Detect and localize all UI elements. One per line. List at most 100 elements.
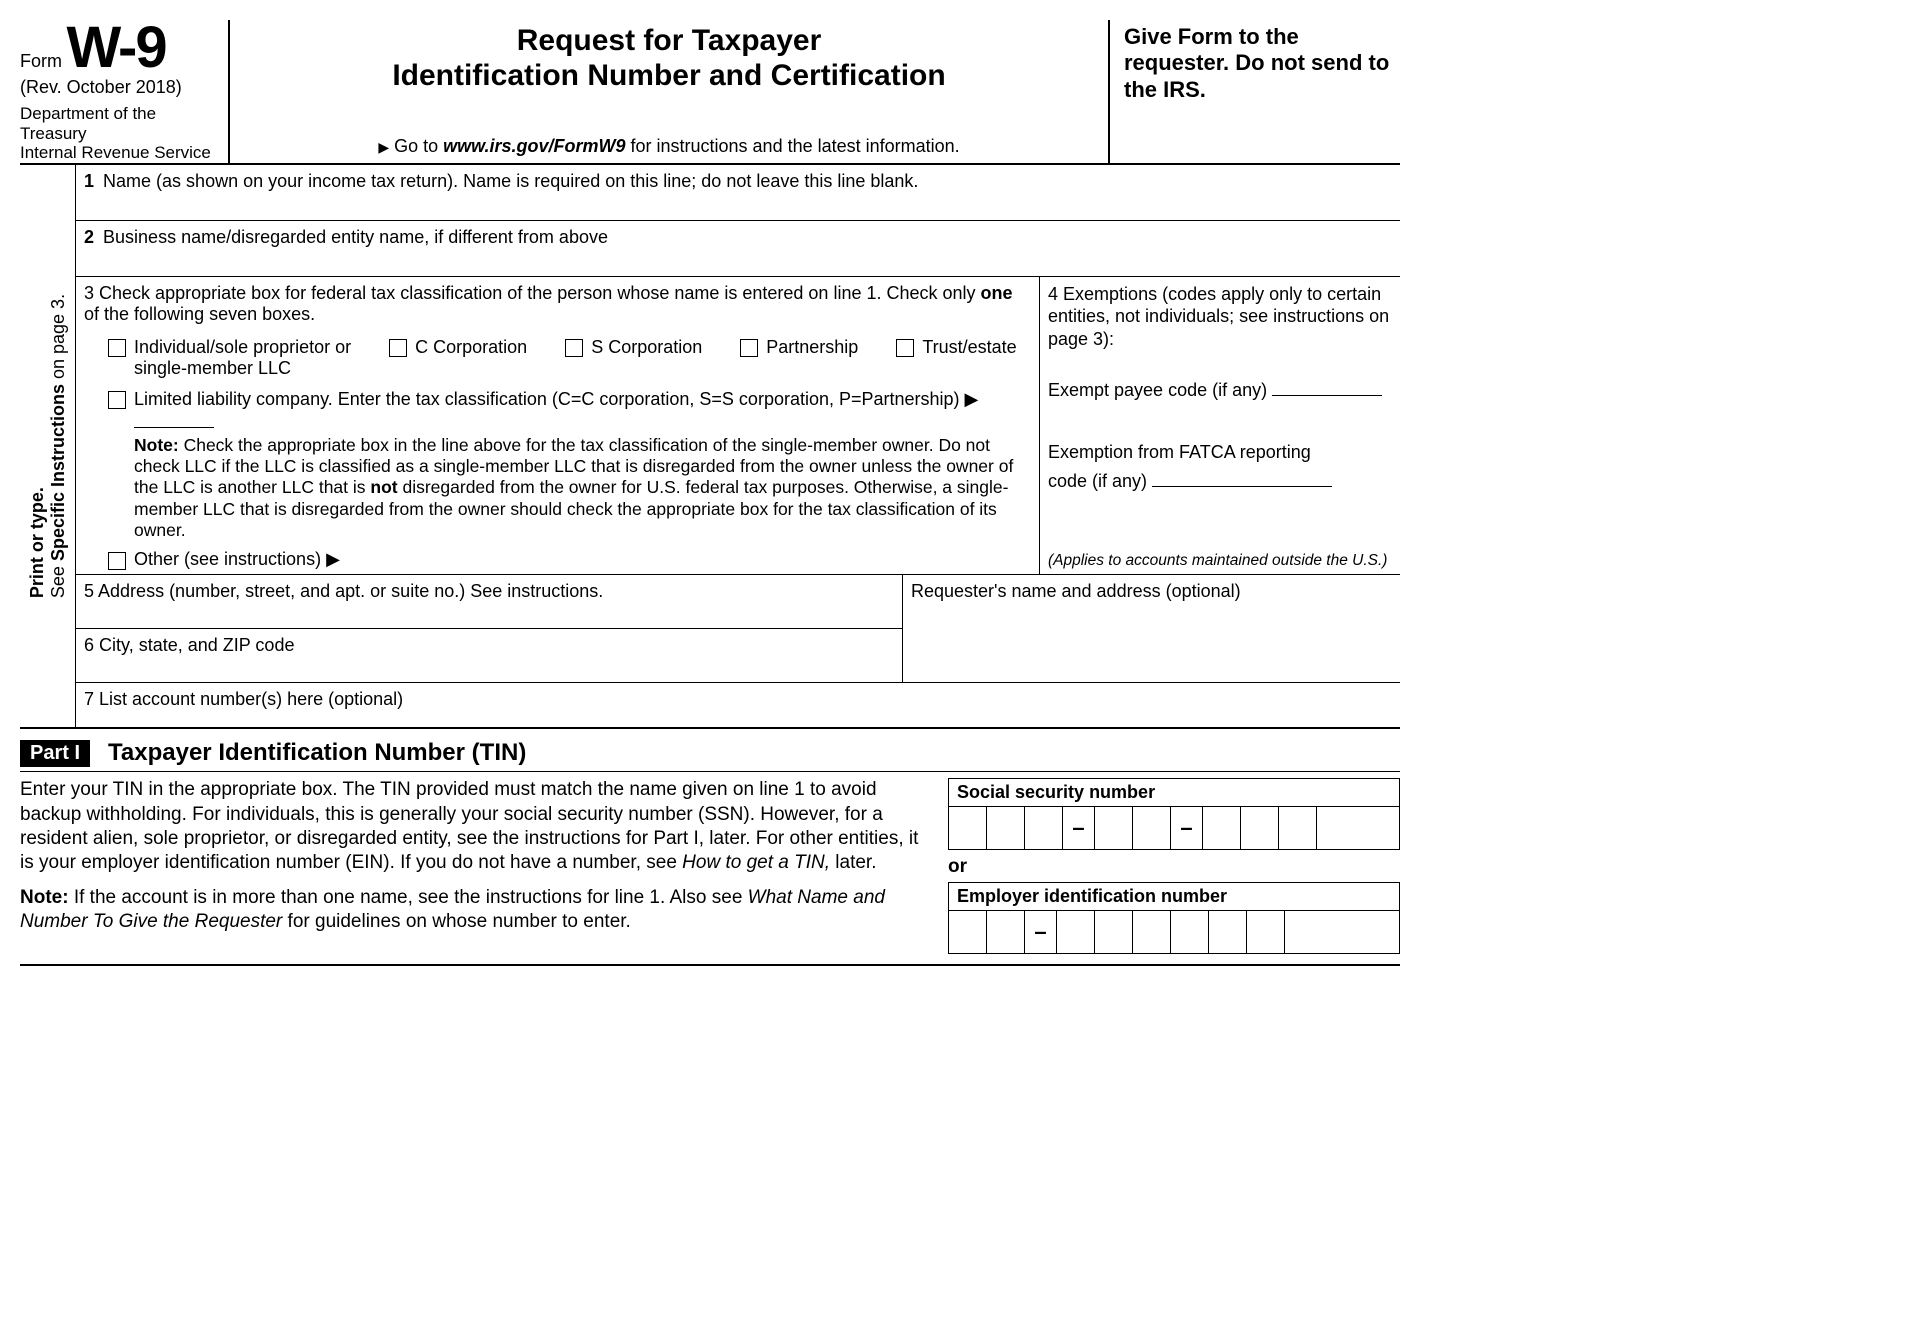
line-3-4-wrap: 3 Check appropriate box for federal tax … bbox=[76, 277, 1400, 576]
tin-boxes: Social security number – – or Employer i… bbox=[948, 778, 1400, 954]
cb-individual-label: Individual/sole proprietor or single-mem… bbox=[134, 337, 351, 379]
ein-label: Employer identification number bbox=[948, 882, 1400, 910]
exempt-payee-label: Exempt payee code (if any) bbox=[1048, 380, 1267, 400]
tin-p2-a: If the account is in more than one name,… bbox=[69, 887, 748, 908]
part1-title: Taxpayer Identification Number (TIN) bbox=[108, 739, 526, 767]
line-6-num: 6 bbox=[84, 635, 94, 655]
form-header: Form W-9 (Rev. October 2018) Department … bbox=[20, 20, 1400, 165]
checkbox-icon[interactable] bbox=[565, 339, 583, 357]
tin-p1-b: later. bbox=[830, 852, 876, 873]
header-center: Request for Taxpayer Identification Numb… bbox=[230, 20, 1110, 163]
ssn-digit[interactable] bbox=[1133, 807, 1171, 849]
checkbox-icon[interactable] bbox=[896, 339, 914, 357]
cb-s-corp[interactable]: S Corporation bbox=[565, 337, 702, 358]
tin-instructions: Enter your TIN in the appropriate box. T… bbox=[20, 778, 948, 954]
ssn-digit[interactable] bbox=[1203, 807, 1241, 849]
line-3-intro-a: Check appropriate box for federal tax cl… bbox=[99, 283, 981, 303]
part1-header: Part I Taxpayer Identification Number (T… bbox=[20, 739, 1400, 767]
line-4-num: 4 bbox=[1048, 284, 1058, 304]
line-2[interactable]: 2 Business name/disregarded entity name,… bbox=[76, 221, 1400, 277]
llc-classification-input[interactable] bbox=[134, 410, 214, 428]
ein-digit[interactable] bbox=[1057, 911, 1095, 953]
give-form-notice: Give Form to the requester. Do not send … bbox=[1124, 24, 1400, 103]
ssn-digit[interactable] bbox=[1317, 807, 1355, 849]
goto-line: ▶ Go to www.irs.gov/FormW9 for instructi… bbox=[240, 136, 1098, 157]
ssn-digit[interactable] bbox=[987, 807, 1025, 849]
cb-individual[interactable]: Individual/sole proprietor or single-mem… bbox=[108, 337, 351, 379]
line-3-num: 3 bbox=[84, 283, 94, 303]
form-label: Form bbox=[20, 51, 62, 71]
ein-digit[interactable] bbox=[1209, 911, 1247, 953]
line-6-label: City, state, and ZIP code bbox=[99, 635, 294, 655]
tin-note-label: Note: bbox=[20, 887, 69, 908]
ssn-digit[interactable] bbox=[1025, 807, 1063, 849]
address-left: 5 Address (number, street, and apt. or s… bbox=[76, 575, 902, 683]
cb-individual-a: Individual/sole proprietor or bbox=[134, 337, 351, 358]
line-3-intro-b: of the following seven boxes. bbox=[84, 304, 315, 324]
requester-box[interactable]: Requester's name and address (optional) bbox=[902, 575, 1400, 683]
specific-instructions: Specific Instructions bbox=[48, 384, 68, 561]
line-2-num: 2 bbox=[84, 227, 94, 247]
checkbox-icon[interactable] bbox=[389, 339, 407, 357]
tin-p1-italic: How to get a TIN, bbox=[682, 852, 830, 873]
ssn-digit[interactable] bbox=[949, 807, 987, 849]
dash-icon: – bbox=[1025, 911, 1057, 953]
ein-digit[interactable] bbox=[1247, 911, 1285, 953]
side-rail-text: Print or type. See Specific Instructions… bbox=[27, 294, 69, 598]
ssn-digit[interactable] bbox=[1241, 807, 1279, 849]
ein-digit[interactable] bbox=[1133, 911, 1171, 953]
requester-label: Requester's name and address (optional) bbox=[911, 581, 1241, 601]
line-4: 4 Exemptions (codes apply only to certai… bbox=[1040, 277, 1400, 575]
header-left: Form W-9 (Rev. October 2018) Department … bbox=[20, 20, 230, 163]
or-text: or bbox=[948, 856, 1400, 878]
fatca-code-input[interactable] bbox=[1152, 469, 1332, 487]
cb-individual-b: single-member LLC bbox=[134, 358, 351, 379]
checkbox-icon[interactable] bbox=[740, 339, 758, 357]
cb-c-corp[interactable]: C Corporation bbox=[389, 337, 527, 358]
cb-other-label: Other (see instructions) ▶ bbox=[134, 549, 340, 570]
ein-boxes[interactable]: – bbox=[948, 910, 1400, 954]
exempt-payee-input[interactable] bbox=[1272, 378, 1382, 396]
see-suffix: on page 3. bbox=[48, 294, 68, 384]
main-grid: Print or type. See Specific Instructions… bbox=[20, 165, 1400, 730]
ein-digit[interactable] bbox=[1171, 911, 1209, 953]
cb-s-corp-label: S Corporation bbox=[591, 337, 702, 358]
cb-llc[interactable]: Limited liability company. Enter the tax… bbox=[84, 389, 1031, 433]
cb-trust[interactable]: Trust/estate bbox=[896, 337, 1016, 358]
ssn-digit[interactable] bbox=[1095, 807, 1133, 849]
line-1-label: Name (as shown on your income tax return… bbox=[103, 171, 918, 191]
address-wrap: 5 Address (number, street, and apt. or s… bbox=[76, 575, 1400, 683]
revision-date: (Rev. October 2018) bbox=[20, 77, 220, 98]
checkbox-icon[interactable] bbox=[108, 552, 126, 570]
side-rail: Print or type. See Specific Instructions… bbox=[20, 165, 76, 728]
print-or-type: Print or type. bbox=[27, 487, 47, 598]
department-lines: Department of the Treasury Internal Reve… bbox=[20, 104, 220, 163]
ein-digit[interactable] bbox=[987, 911, 1025, 953]
tin-p2-b: for guidelines on whose number to enter. bbox=[282, 911, 631, 932]
ein-digit[interactable] bbox=[949, 911, 987, 953]
checkbox-icon[interactable] bbox=[108, 339, 126, 357]
header-right: Give Form to the requester. Do not send … bbox=[1110, 20, 1400, 163]
cb-other[interactable]: Other (see instructions) ▶ bbox=[108, 549, 1031, 570]
dash-icon: – bbox=[1063, 807, 1095, 849]
dept-line1: Department of the Treasury bbox=[20, 104, 220, 143]
classification-checkboxes: Individual/sole proprietor or single-mem… bbox=[108, 337, 1031, 379]
dept-line2: Internal Revenue Service bbox=[20, 143, 220, 163]
ein-digit[interactable] bbox=[1095, 911, 1133, 953]
cb-partnership-label: Partnership bbox=[766, 337, 858, 358]
line-1[interactable]: 1 Name (as shown on your income tax retu… bbox=[76, 165, 1400, 221]
checkbox-icon[interactable] bbox=[108, 391, 126, 409]
llc-note: Note: Check the appropriate box in the l… bbox=[134, 435, 1031, 542]
ssn-boxes[interactable]: – – bbox=[948, 806, 1400, 850]
goto-suffix: for instructions and the latest informat… bbox=[626, 136, 960, 156]
cb-partnership[interactable]: Partnership bbox=[740, 337, 858, 358]
ein-digit[interactable] bbox=[1285, 911, 1323, 953]
cb-trust-label: Trust/estate bbox=[922, 337, 1016, 358]
ssn-digit[interactable] bbox=[1279, 807, 1317, 849]
line-6[interactable]: 6 City, state, and ZIP code bbox=[76, 629, 902, 683]
line-3-one: one bbox=[981, 283, 1013, 303]
fields-column: 1 Name (as shown on your income tax retu… bbox=[76, 165, 1400, 728]
line-5[interactable]: 5 Address (number, street, and apt. or s… bbox=[76, 575, 902, 629]
line-7[interactable]: 7 List account number(s) here (optional) bbox=[76, 683, 1400, 727]
goto-prefix: Go to bbox=[394, 136, 443, 156]
